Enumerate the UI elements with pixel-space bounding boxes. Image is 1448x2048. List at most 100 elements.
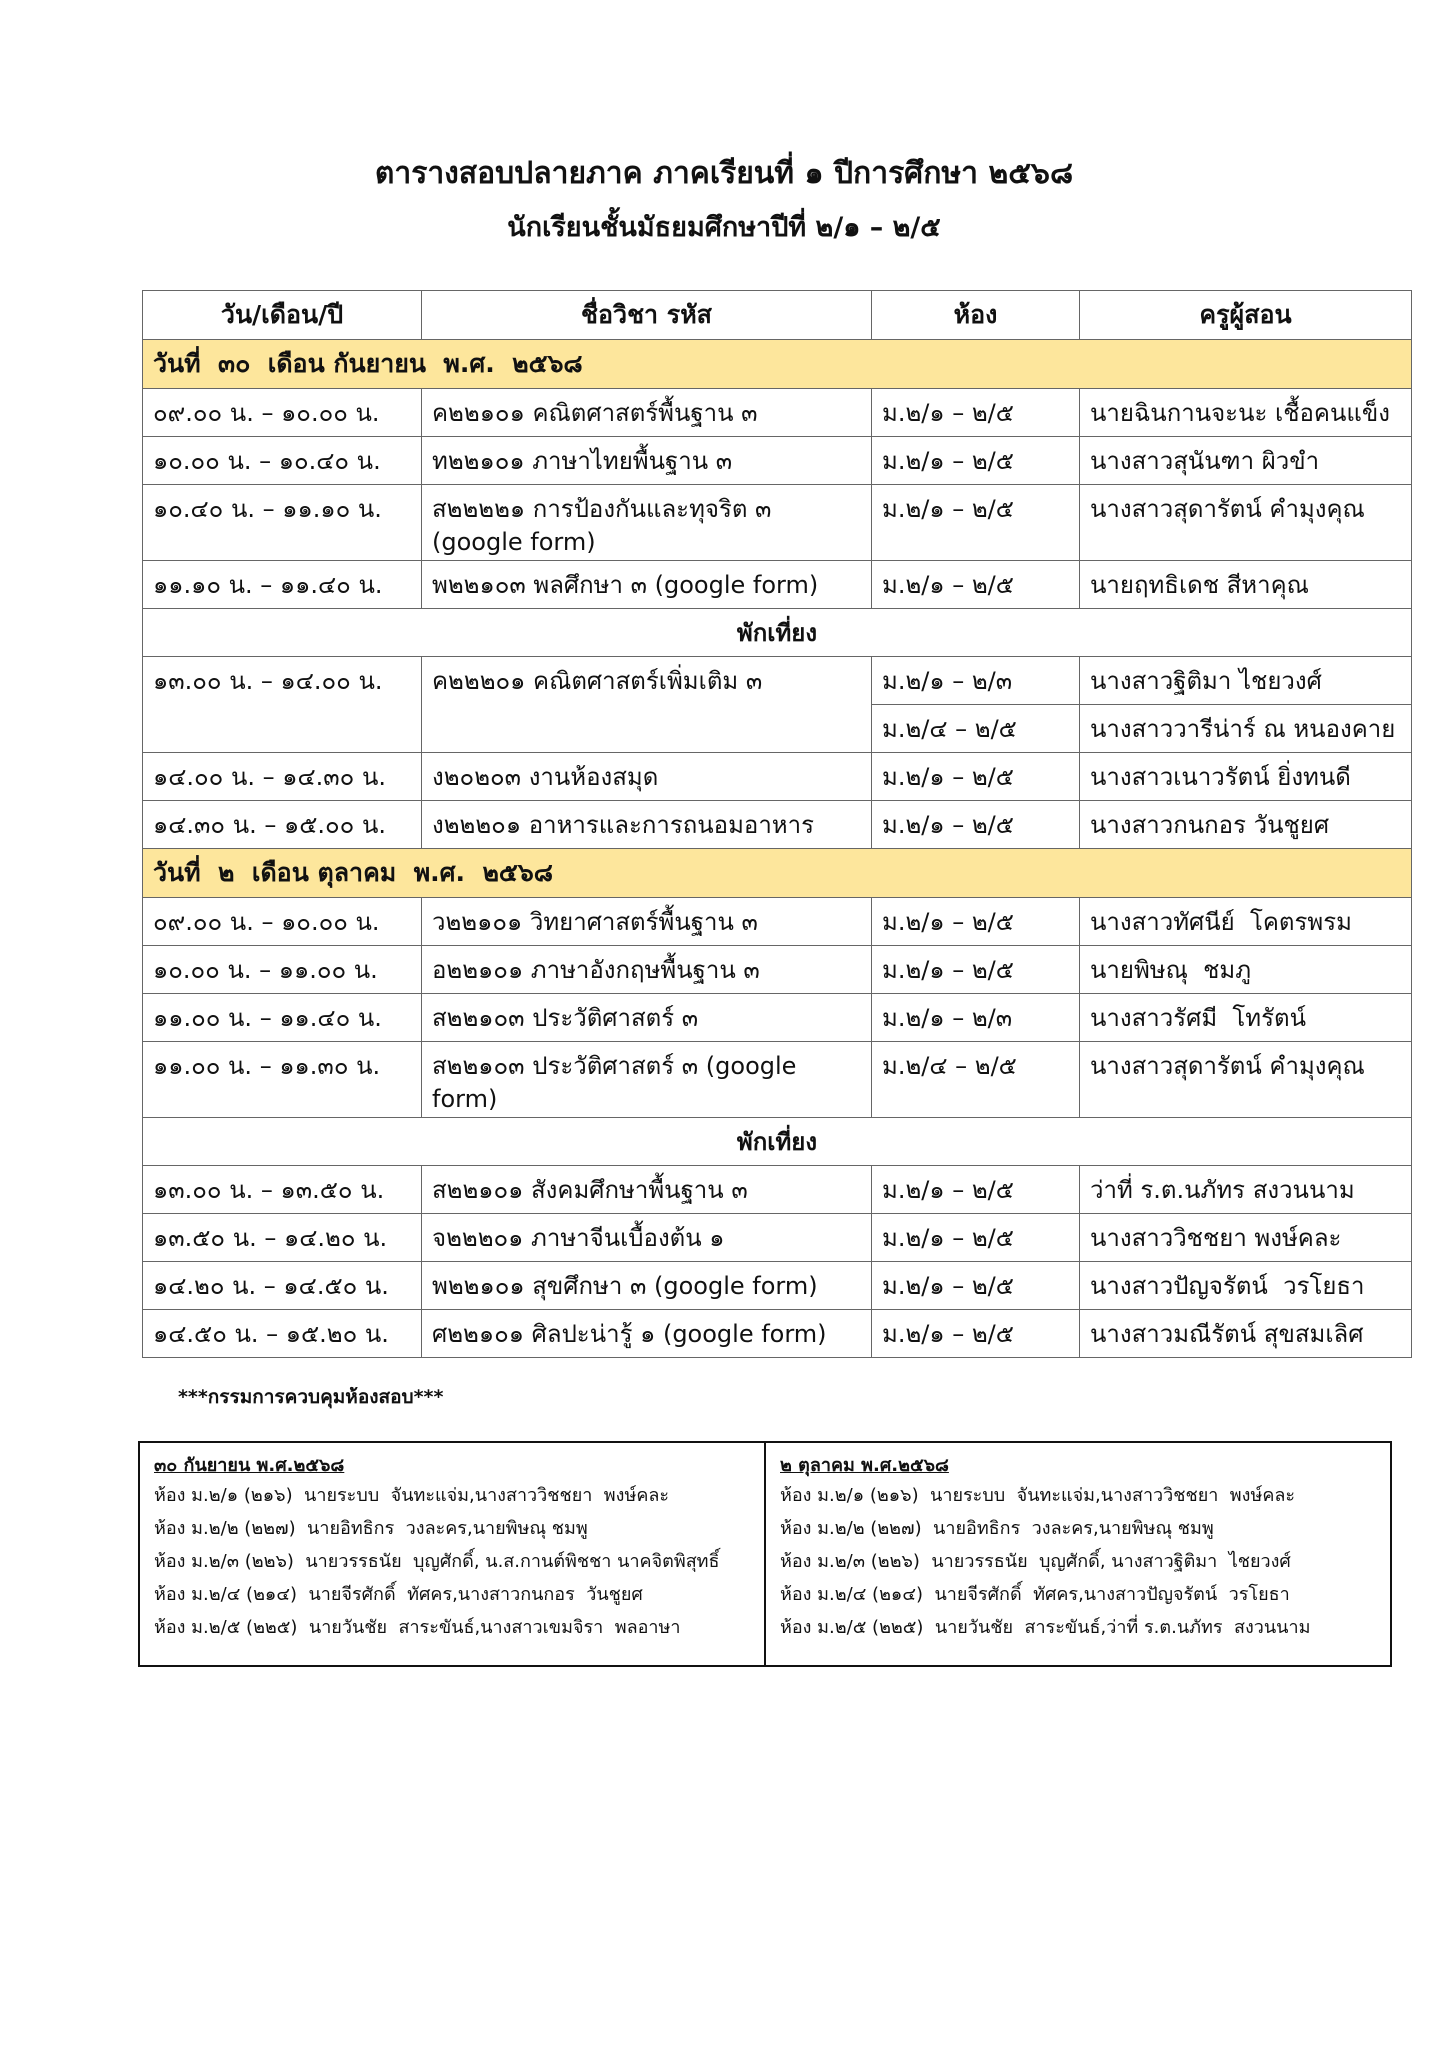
teacher-cell: นางสาวฐิติมา ไชยวงศ์ <box>1079 656 1412 705</box>
table-body: วันที่ ๓๐ เดือน กันยายน พ.ศ. ๒๕๖๘ ๐๙.๐๐ น… <box>142 339 1412 1358</box>
committee-line: ห้อง ม.๒/๑ (๒๑๖) นายระบบ จันทะแจ่ม,นางสา… <box>780 1485 1296 1506</box>
teacher-cell: นายฉินกานจะนะ เชื้อคนแข็ง <box>1079 388 1412 437</box>
room-cell: ม.๒/๑ – ๒/๓ <box>871 656 1080 705</box>
subject-cell: ส๒๒๑๐๓ ประวัติศาสตร์ ๓ <box>421 993 872 1042</box>
title: ตารางสอบปลายภาค ภาคเรียนที่ ๑ ปีการศึกษา… <box>374 156 1074 191</box>
committee-line: ห้อง ม.๒/๒ (๒๒๗) นายอิทธิกร วงละคร,นายพิ… <box>154 1518 588 1539</box>
exam-row: ๑๑.๑๐ น. – ๑๑.๔๐ น. พ๒๒๑๐๓ พลศึกษา ๓ (goo… <box>142 560 1412 609</box>
teacher-cell: นางสาวกนกอร วันชูยศ <box>1079 800 1412 849</box>
room-cell: ม.๒/๑ – ๒/๕ <box>871 560 1080 609</box>
exam-row: ๑๓.๕๐ น. – ๑๔.๒๐ น. จ๒๒๒๐๑ ภาษาจีนเบื้องต… <box>142 1213 1412 1262</box>
time-cell: ๑๔.๕๐ น. – ๑๕.๒๐ น. <box>142 1309 422 1358</box>
header-row: วัน/เดือน/ปี ชื่อวิชา รหัส ห้อง ครูผู้สอน <box>142 290 1412 340</box>
teacher-cell: ว่าที่ ร.ต.นภัทร สงวนนาม <box>1079 1165 1412 1214</box>
committee-note: ***กรรมการควบคุมห้องสอบ*** <box>178 1386 444 1408</box>
column-header: ครูผู้สอน <box>1079 290 1412 340</box>
exam-row: ๑๑.๐๐ น. – ๑๑.๔๐ น. ส๒๒๑๐๓ ประวัติศาสตร์ … <box>142 993 1412 1042</box>
break-label: พักเที่ยง <box>142 608 1412 657</box>
room-cell: ม.๒/๑ – ๒/๓ <box>871 993 1080 1042</box>
committee-line: ห้อง ม.๒/๔ (๒๑๔) นายจีรศักดิ์ ทัศคร,นางส… <box>780 1584 1290 1605</box>
column-header: ชื่อวิชา รหัส <box>421 290 872 340</box>
subject-cell: อ๒๒๑๐๑ ภาษาอังกฤษพื้นฐาน ๓ <box>421 945 872 994</box>
time-cell: ๑๔.๓๐ น. – ๑๕.๐๐ น. <box>142 800 422 849</box>
teacher-cell: นางสาวเนาวรัตน์ ยิ่งทนดี <box>1079 752 1412 801</box>
time-cell: ๑๓.๐๐ น. – ๑๔.๐๐ น. <box>142 656 422 753</box>
exam-row: ๑๔.๒๐ น. – ๑๔.๕๐ น. พ๒๒๑๐๑ สุขศึกษา ๓ (go… <box>142 1261 1412 1310</box>
committee-line: ห้อง ม.๒/๒ (๒๒๗) นายอิทธิกร วงละคร,นายพิ… <box>780 1518 1214 1539</box>
committee-line: ห้อง ม.๒/๕ (๒๒๕) นายวันชัย สาระขันธ์,นาง… <box>154 1617 681 1638</box>
room-cell: ม.๒/๑ – ๒/๕ <box>871 1309 1080 1358</box>
break-row: พักเที่ยง <box>142 608 1412 657</box>
committee-line: ห้อง ม.๒/๕ (๒๒๕) นายวันชัย สาระขันธ์,ว่า… <box>780 1617 1311 1638</box>
time-cell: ๑๑.๑๐ น. – ๑๑.๔๐ น. <box>142 560 422 609</box>
room-cell: ม.๒/๑ – ๒/๕ <box>871 800 1080 849</box>
exam-row: ๑๐.๐๐ น. – ๑๑.๐๐ น. อ๒๒๑๐๑ ภาษาอังกฤษพื้น… <box>142 945 1412 994</box>
time-cell: ๑๐.๐๐ น. – ๑๐.๔๐ น. <box>142 436 422 485</box>
exam-row: ๐๙.๐๐ น. – ๑๐.๐๐ น. ค๒๒๑๐๑ คณิตศาสตร์พื้น… <box>142 388 1412 437</box>
subject-cell: ส๒๒๒๒๑ การป้องกันและทุจริต ๓ (google for… <box>421 484 872 561</box>
committee-line: ห้อง ม.๒/๓ (๒๒๖) นายวรรธนัย บุญศักดิ์, น… <box>154 1551 720 1572</box>
subject-cell: ว๒๒๑๐๑ วิทยาศาสตร์พื้นฐาน ๓ <box>421 897 872 946</box>
break-row: พักเที่ยง <box>142 1117 1412 1166</box>
column-header: วัน/เดือน/ปี <box>142 290 422 340</box>
subject-cell: จ๒๒๒๐๑ ภาษาจีนเบื้องต้น ๑ <box>421 1213 872 1262</box>
time-cell: ๑๐.๐๐ น. – ๑๑.๐๐ น. <box>142 945 422 994</box>
room-cell: ม.๒/๑ – ๒/๕ <box>871 484 1080 561</box>
time-cell: ๑๔.๒๐ น. – ๑๔.๕๐ น. <box>142 1261 422 1310</box>
exam-row: ม.๒/๔ – ๒/๕ นางสาววารีน่าร์ ณ หนองคาย <box>143 704 1412 753</box>
exam-row: ๑๔.๓๐ น. – ๑๕.๐๐ น. ง๒๒๒๐๑ อาหารและการถนอ… <box>142 800 1412 849</box>
break-label: พักเที่ยง <box>142 1117 1412 1166</box>
teacher-cell: นางสาวสุดารัตน์ คำมุงคุณ <box>1079 1041 1412 1118</box>
exam-row: ๑๑.๐๐ น. – ๑๑.๓๐ น. ส๒๒๑๐๓ ประวัติศาสตร์ … <box>142 1041 1412 1118</box>
committee-box: ๓๐ กันยายน พ.ศ.๒๕๖๘ ห้อง ม.๒/๑ (๒๑๖) นายร… <box>140 1443 764 1665</box>
room-cell: ม.๒/๑ – ๒/๕ <box>871 1213 1080 1262</box>
room-cell: ม.๒/๑ – ๒/๕ <box>871 897 1080 946</box>
room-cell: ม.๒/๑ – ๒/๕ <box>871 1165 1080 1214</box>
teacher-cell: นางสาวสุดารัตน์ คำมุงคุณ <box>1079 484 1412 561</box>
exam-row: ๑๐.๔๐ น. – ๑๑.๑๐ น. ส๒๒๒๒๑ การป้องกันและท… <box>142 484 1412 561</box>
exam-row: ๑๐.๐๐ น. – ๑๐.๔๐ น. ท๒๒๑๐๑ ภาษาไทยพื้นฐาน… <box>142 436 1412 485</box>
section-row: วันที่ ๒ เดือน ตุลาคม พ.ศ. ๒๕๖๘ <box>142 848 1412 898</box>
committee-box: ๒ ตุลาคม พ.ศ.๒๕๖๘ ห้อง ม.๒/๑ (๒๑๖) นายระบ… <box>764 1443 1390 1665</box>
committee-line: ห้อง ม.๒/๔ (๒๑๔) นายจีรศักดิ์ ทัศคร,นางส… <box>154 1584 643 1605</box>
committee-boxes: ๓๐ กันยายน พ.ศ.๒๕๖๘ ห้อง ม.๒/๑ (๒๑๖) นายร… <box>138 1441 1392 1667</box>
teacher-cell: นางสาวสุนันฑา ผิวขำ <box>1079 436 1412 485</box>
subject-cell: ส๒๒๑๐๓ ประวัติศาสตร์ ๓ (google form) <box>421 1041 872 1118</box>
subject-cell: ค๒๒๑๐๑ คณิตศาสตร์พื้นฐาน ๓ <box>421 388 872 437</box>
section-row: วันที่ ๓๐ เดือน กันยายน พ.ศ. ๒๕๖๘ <box>142 339 1412 389</box>
committee-line: ห้อง ม.๒/๑ (๒๑๖) นายระบบ จันทะแจ่ม,นางสา… <box>154 1485 670 1506</box>
time-cell: ๑๑.๐๐ น. – ๑๑.๓๐ น. <box>142 1041 422 1118</box>
time-cell: ๑๓.๕๐ น. – ๑๔.๒๐ น. <box>142 1213 422 1262</box>
exam-row: ๑๔.๕๐ น. – ๑๕.๒๐ น. ศ๒๒๑๐๑ ศิลปะน่ารู้ ๑ … <box>142 1309 1412 1358</box>
teacher-cell: นางสาวมณีรัตน์ สุขสมเลิศ <box>1079 1309 1412 1358</box>
subject-cell: ง๒๐๒๐๓ งานห้องสมุด <box>421 752 872 801</box>
room-cell: ม.๒/๑ – ๒/๕ <box>871 752 1080 801</box>
committee-line: ห้อง ม.๒/๓ (๒๒๖) นายวรรธนัย บุญศักดิ์, น… <box>780 1551 1291 1572</box>
section-heading: วันที่ ๓๐ เดือน กันยายน พ.ศ. ๒๕๖๘ <box>142 339 1412 389</box>
room-cell: ม.๒/๑ – ๒/๕ <box>871 436 1080 485</box>
subject-cell: ศ๒๒๑๐๑ ศิลปะน่ารู้ ๑ (google form) <box>421 1309 872 1358</box>
exam-row: ๑๔.๐๐ น. – ๑๔.๓๐ น. ง๒๐๒๐๓ งานห้องสมุด ม.๒… <box>142 752 1412 801</box>
subject-cell: ท๒๒๑๐๑ ภาษาไทยพื้นฐาน ๓ <box>421 436 872 485</box>
time-cell: ๐๙.๐๐ น. – ๑๐.๐๐ น. <box>142 388 422 437</box>
time-cell: ๑๓.๐๐ น. – ๑๓.๕๐ น. <box>142 1165 422 1214</box>
time-cell: ๑๔.๐๐ น. – ๑๔.๓๐ น. <box>142 752 422 801</box>
subject-cell: ส๒๒๑๐๑ สังคมศึกษาพื้นฐาน ๓ <box>421 1165 872 1214</box>
room-cell: ม.๒/๑ – ๒/๕ <box>871 945 1080 994</box>
teacher-cell: นางสาวทัศนีย์ โคตรพรม <box>1079 897 1412 946</box>
column-header: ห้อง <box>871 290 1080 340</box>
teacher-cell: นายพิษณุ ชมภู <box>1079 945 1412 994</box>
teacher-cell: นายฤทธิเดช สีหาคุณ <box>1079 560 1412 609</box>
teacher-cell: นางสาววิชชยา พงษ์คละ <box>1079 1213 1412 1262</box>
teacher-cell: นางสาวรัศมี โทรัตน์ <box>1079 993 1412 1042</box>
subject-cell: พ๒๒๑๐๓ พลศึกษา ๓ (google form) <box>421 560 872 609</box>
teacher-cell: นางสาวปัญจรัตน์ วรโยธา <box>1079 1261 1412 1310</box>
room-cell: ม.๒/๑ – ๒/๕ <box>871 1261 1080 1310</box>
subject-cell: ค๒๒๒๐๑ คณิตศาสตร์เพิ่มเติม ๓ <box>421 656 872 753</box>
teacher-cell: นางสาววารีน่าร์ ณ หนองคาย <box>1079 704 1412 753</box>
subject-cell: ง๒๒๒๐๑ อาหารและการถนอมอาหาร <box>421 800 872 849</box>
time-cell: ๐๙.๐๐ น. – ๑๐.๐๐ น. <box>142 897 422 946</box>
exam-row: ๐๙.๐๐ น. – ๑๐.๐๐ น. ว๒๒๑๐๑ วิทยาศาสตร์พื้… <box>142 897 1412 946</box>
room-cell: ม.๒/๔ – ๒/๕ <box>871 1041 1080 1118</box>
